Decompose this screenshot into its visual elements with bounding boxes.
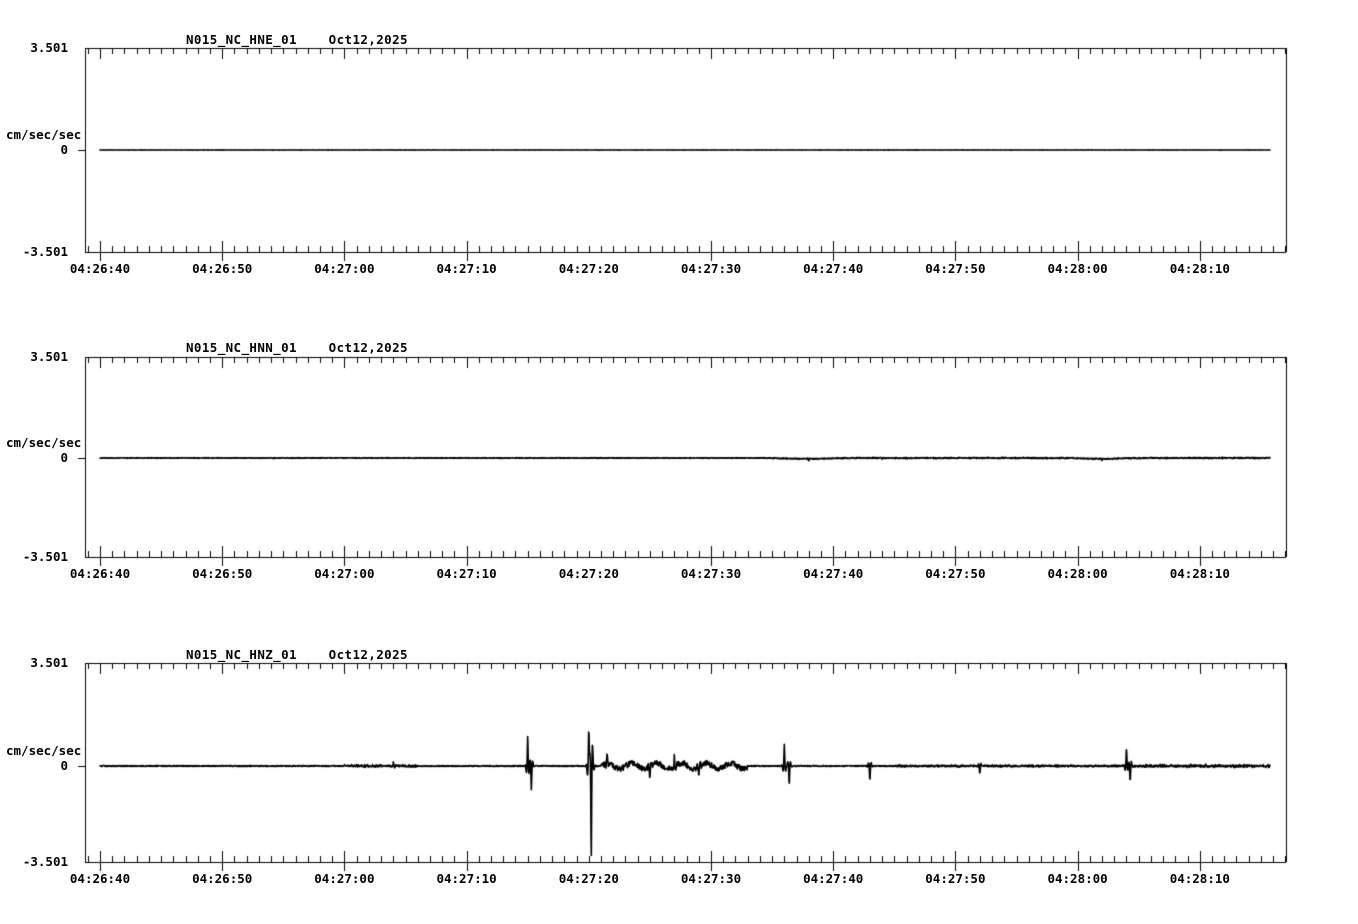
y-tick-top-hne: 3.501 (30, 40, 68, 55)
panel-hne: N015_NC_HNE_01 Oct12,2025 cm/sec/sec 3.5… (0, 8, 1358, 308)
panel-title-hne: N015_NC_HNE_01 Oct12,2025 (186, 32, 408, 47)
x-tick-label: 04:28:00 (1047, 261, 1108, 276)
panel-title-hnn: N015_NC_HNN_01 Oct12,2025 (186, 340, 408, 355)
y-tick-top-hnn: 3.501 (30, 349, 68, 364)
x-tick-label: 04:26:50 (192, 566, 253, 581)
waveform-canvas-hne (0, 8, 1358, 308)
y-tick-top-hnz: 3.501 (30, 655, 68, 670)
x-tick-label: 04:28:10 (1169, 261, 1230, 276)
x-tick-label: 04:27:10 (436, 566, 497, 581)
y-tick-bottom-hne: -3.501 (22, 244, 68, 259)
waveform-canvas-hnn (0, 317, 1358, 617)
y-tick-zero-hnn: 0 (60, 450, 68, 465)
x-tick-label: 04:27:50 (925, 871, 986, 886)
x-tick-label: 04:26:50 (192, 871, 253, 886)
x-tick-label: 04:27:20 (558, 261, 619, 276)
waveform-canvas-hnz (0, 623, 1358, 923)
x-tick-label: 04:26:40 (69, 566, 131, 581)
panel-title-hnz: N015_NC_HNZ_01 Oct12,2025 (186, 647, 408, 662)
x-tick-label: 04:26:40 (69, 871, 131, 886)
x-tick-label: 04:27:00 (314, 871, 375, 886)
x-tick-label: 04:28:00 (1047, 566, 1108, 581)
x-tick-label: 04:27:50 (925, 261, 986, 276)
x-tick-label: 04:27:20 (558, 871, 619, 886)
y-tick-bottom-hnz: -3.501 (22, 854, 68, 869)
x-tick-label: 04:27:10 (436, 261, 497, 276)
x-tick-label: 04:27:50 (925, 566, 986, 581)
y-axis-unit-label-hne: cm/sec/sec (6, 127, 82, 142)
x-tick-label: 04:27:10 (436, 871, 497, 886)
y-tick-bottom-hnn: -3.501 (22, 549, 68, 564)
y-axis-unit-label-hnn: cm/sec/sec (6, 435, 82, 450)
y-axis-unit-label-hnz: cm/sec/sec (6, 743, 82, 758)
y-tick-zero-hnz: 0 (60, 758, 68, 773)
x-tick-label: 04:28:00 (1047, 871, 1108, 886)
x-tick-label: 04:28:10 (1169, 871, 1230, 886)
x-tick-label: 04:28:10 (1169, 566, 1230, 581)
x-tick-label: 04:27:40 (803, 871, 864, 886)
x-tick-label: 04:27:30 (680, 871, 742, 886)
panel-hnn: N015_NC_HNN_01 Oct12,2025 cm/sec/sec 3.5… (0, 317, 1358, 617)
panel-hnz: N015_NC_HNZ_01 Oct12,2025 cm/sec/sec 3.5… (0, 623, 1358, 923)
x-tick-label: 04:27:00 (314, 261, 375, 276)
x-tick-label: 04:26:40 (69, 261, 131, 276)
x-tick-label: 04:27:30 (680, 261, 742, 276)
x-tick-label: 04:26:50 (192, 261, 253, 276)
x-tick-label: 04:27:00 (314, 566, 375, 581)
x-tick-label: 04:27:20 (558, 566, 619, 581)
x-tick-label: 04:27:30 (680, 566, 742, 581)
y-tick-zero-hne: 0 (60, 142, 68, 157)
x-tick-label: 04:27:40 (803, 566, 864, 581)
x-tick-label: 04:27:40 (803, 261, 864, 276)
